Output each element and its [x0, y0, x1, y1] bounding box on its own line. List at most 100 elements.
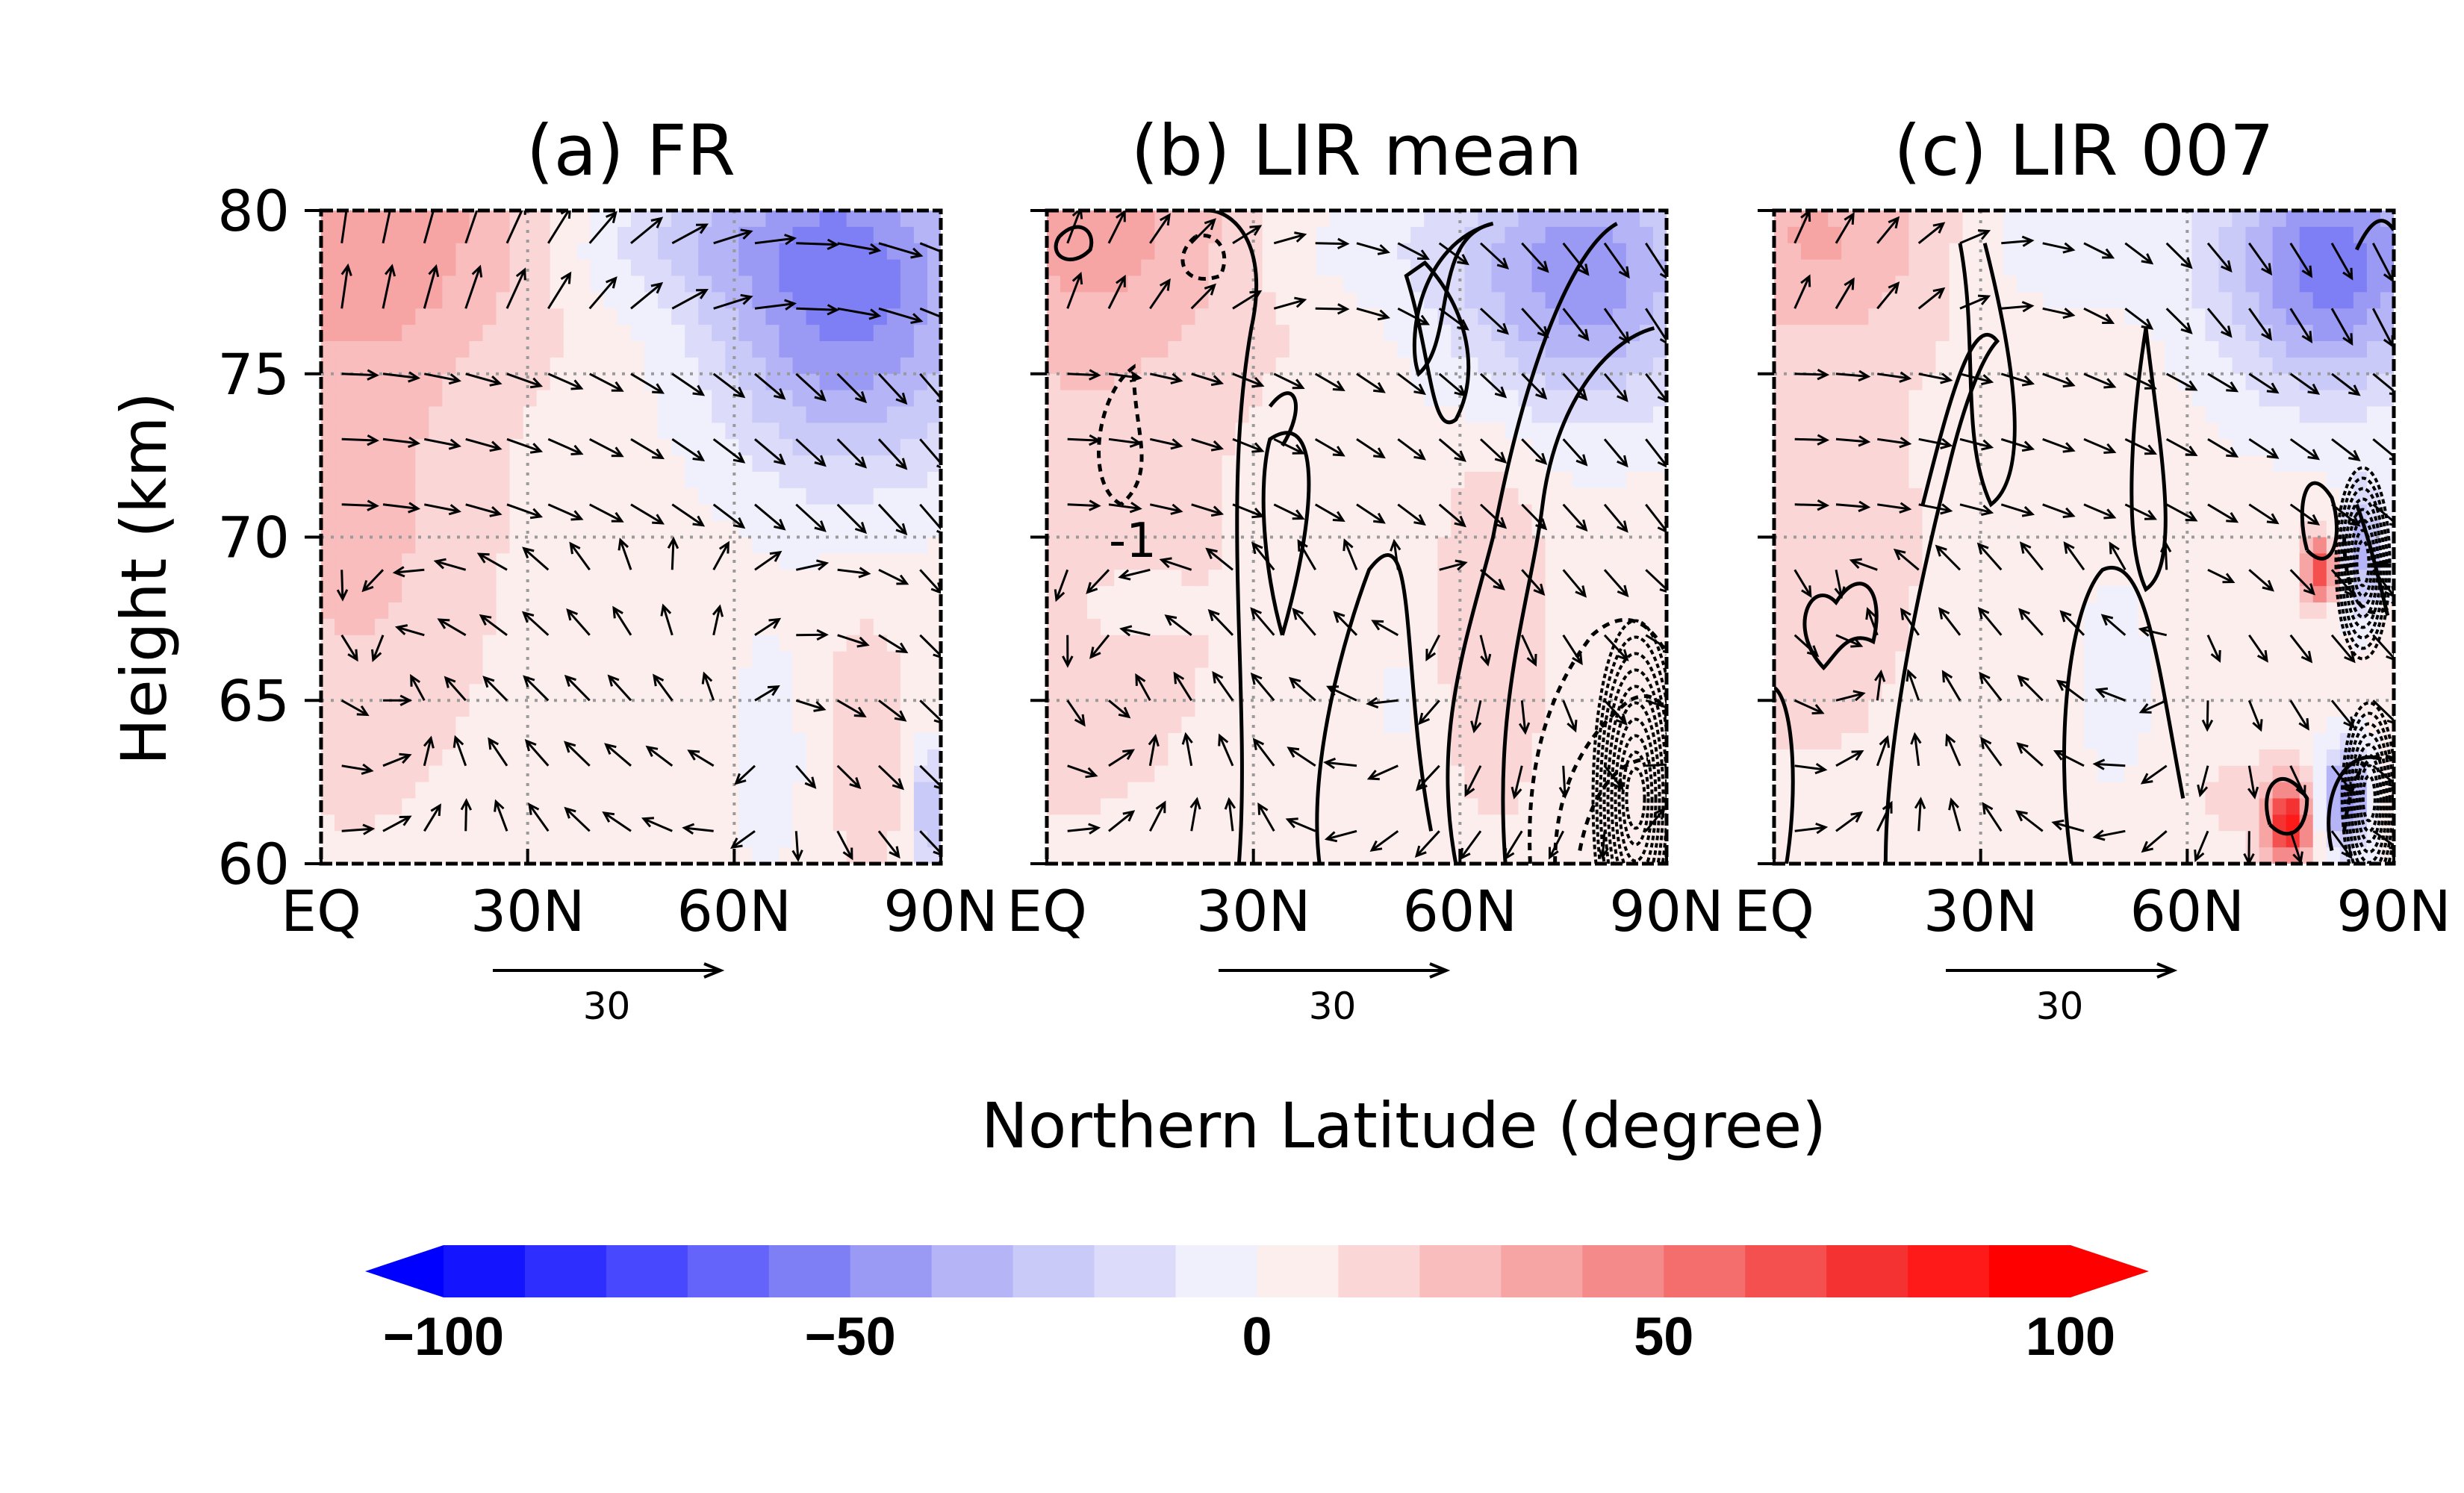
field-cell [1074, 520, 1088, 538]
field-cell [927, 700, 941, 717]
field-cell [1384, 504, 1398, 522]
field-cell [388, 455, 403, 473]
field-cell [2003, 717, 2017, 734]
field-cell [321, 749, 335, 767]
field-cell [873, 423, 888, 440]
field-cell [335, 602, 349, 620]
wind-arrow [464, 264, 483, 309]
field-cell [455, 667, 470, 685]
field-cell [846, 275, 861, 293]
field-cell [1127, 537, 1142, 555]
field-cell [1087, 831, 1101, 848]
field-cell [1087, 782, 1101, 800]
field-cell [1343, 243, 1357, 261]
field-cell [1248, 570, 1263, 587]
field-cell [1491, 602, 1506, 620]
field-cell [846, 717, 861, 734]
field-cell [806, 847, 821, 864]
field-cell [402, 325, 417, 342]
field-cell [1855, 341, 1870, 358]
field-cell [1518, 423, 1533, 440]
field-cell [1262, 733, 1277, 750]
field-cell [1343, 390, 1357, 408]
field-cell [1060, 733, 1074, 750]
field-cell [361, 667, 376, 685]
field-cell [482, 765, 497, 783]
field-cell [1168, 341, 1183, 358]
field-cell [1262, 357, 1277, 375]
field-cell [1464, 520, 1479, 538]
field-cell [1410, 520, 1425, 538]
contour-line [1610, 701, 1661, 864]
field-cell [1464, 292, 1479, 310]
field-cell [819, 798, 834, 816]
field-cell [1316, 357, 1331, 375]
field-cell [563, 717, 578, 734]
field-cell [738, 308, 753, 325]
field-cell [509, 782, 524, 800]
field-cell [1585, 520, 1600, 538]
wind-arrow [919, 699, 941, 724]
field-cell [1262, 618, 1277, 636]
field-cell [1652, 275, 1667, 293]
field-cell [1464, 700, 1479, 717]
field-cell [1922, 308, 1937, 325]
field-cell [1895, 487, 1910, 505]
field-cell [1922, 651, 1937, 669]
field-cell [1612, 814, 1627, 832]
field-cell [361, 618, 376, 636]
wind-arrow [382, 436, 421, 449]
field-cell [617, 390, 632, 408]
field-cell [496, 275, 511, 293]
field-cell [658, 325, 672, 342]
wind-arrow [1603, 438, 1628, 468]
field-cell [685, 553, 700, 571]
field-cell [1855, 292, 1870, 310]
field-cell [1585, 586, 1600, 603]
field-cell [846, 618, 861, 636]
field-cell [455, 635, 470, 652]
field-cell [1289, 684, 1304, 702]
field-cell [1141, 537, 1156, 555]
field-cell [1478, 847, 1493, 864]
field-cell [1814, 243, 1829, 261]
field-cell [375, 423, 390, 440]
field-cell [1935, 765, 1950, 783]
wind-arrow [1148, 800, 1166, 832]
field-cell [927, 602, 941, 620]
field-cell [2084, 325, 2098, 342]
field-cell [1814, 537, 1829, 555]
field-cell [792, 602, 807, 620]
field-cell [576, 406, 591, 424]
field-cell [1518, 537, 1533, 555]
field-cell [536, 831, 551, 848]
field-cell [1828, 814, 1843, 832]
field-cell [1882, 325, 1897, 342]
field-cell [859, 651, 874, 669]
field-cell [429, 455, 444, 473]
field-cell [859, 325, 874, 342]
field-cell [536, 390, 551, 408]
field-cell [1625, 455, 1640, 473]
field-cell [2029, 325, 2044, 342]
field-cell [617, 520, 632, 538]
field-cell [2029, 357, 2044, 375]
field-cell [1343, 341, 1357, 358]
field-cell [361, 717, 376, 734]
field-cell [644, 487, 659, 505]
field-cell [321, 618, 335, 636]
field-cell [1451, 586, 1466, 603]
field-cell [1275, 814, 1290, 832]
field-cell [1101, 373, 1116, 391]
field-cell [415, 472, 430, 489]
wind-arrow [506, 437, 544, 454]
wind-arrow [1108, 371, 1142, 383]
field-cell [913, 586, 928, 603]
field-cell [335, 373, 349, 391]
field-cell [671, 570, 685, 587]
field-cell [752, 765, 767, 783]
field-cell [1141, 798, 1156, 816]
field-cell [603, 847, 618, 864]
field-cell [1868, 455, 1883, 473]
field-cell [469, 406, 484, 424]
